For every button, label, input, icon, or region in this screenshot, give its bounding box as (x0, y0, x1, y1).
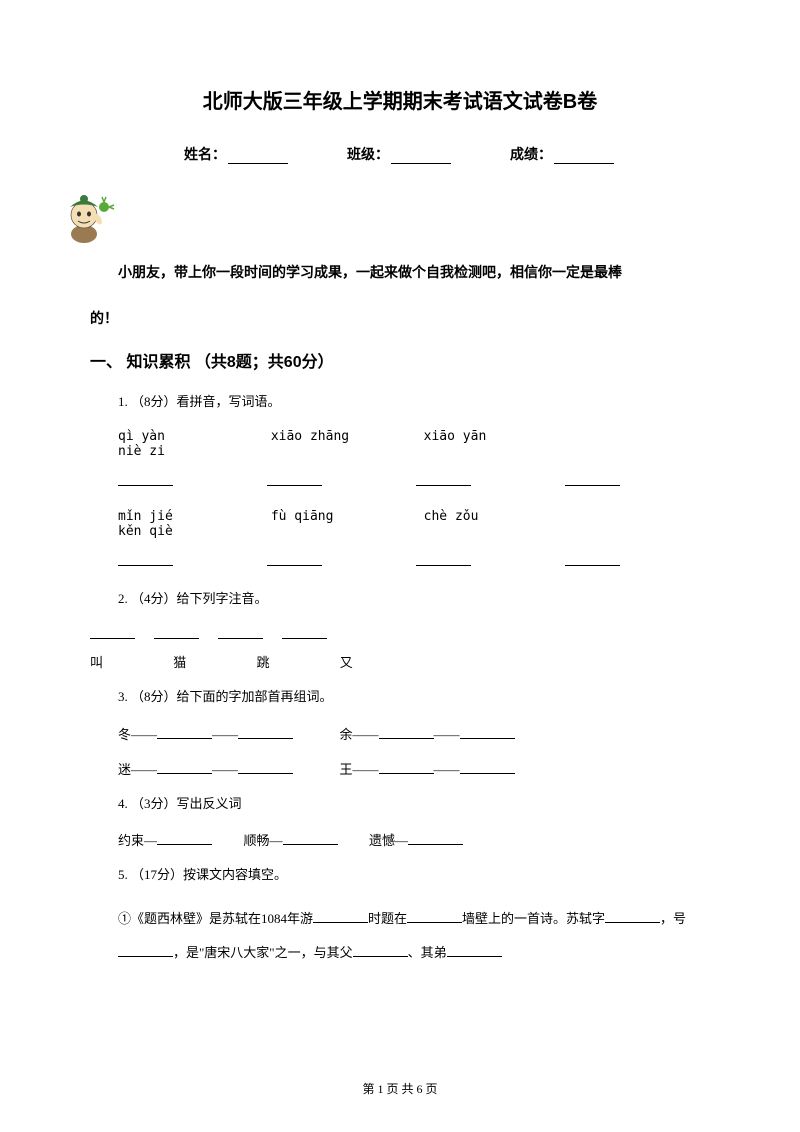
pinyin-8: kěn qiè (118, 524, 263, 539)
answer-blank[interactable] (565, 473, 620, 486)
answer-blank[interactable] (407, 910, 462, 923)
answer-blank[interactable] (282, 626, 327, 639)
answer-blank[interactable] (267, 553, 322, 566)
answer-blank[interactable] (416, 553, 471, 566)
answer-blank[interactable] (408, 832, 463, 845)
answer-blank[interactable] (218, 626, 263, 639)
class-label: 班级： (347, 148, 389, 163)
question-2: 2. （4分）给下列字注音。 (118, 589, 710, 610)
answer-blank[interactable] (416, 473, 471, 486)
answer-blank[interactable] (353, 944, 408, 957)
answer-blank[interactable] (157, 761, 212, 774)
question-5: 5. （17分）按课文内容填空。 (118, 865, 710, 886)
class-blank[interactable] (391, 150, 451, 164)
char-4: 又 (340, 652, 420, 671)
q3-char-b: 余—— (340, 727, 379, 742)
answer-blank[interactable] (238, 761, 293, 774)
pinyin-6: fù qiāng (271, 509, 416, 524)
q5-fill-text: ①《题西林壁》是苏轼在1084年游 时题在 墙壁上的一首诗。苏轼字 ，号 ，是"唐宋八大… (118, 902, 710, 970)
answer-blank[interactable] (379, 761, 434, 774)
answer-blank[interactable] (157, 832, 212, 845)
page-footer: 第 1 页 共 6 页 (0, 1080, 800, 1097)
answer-blank[interactable] (118, 944, 173, 957)
answer-blank[interactable] (313, 910, 368, 923)
q3-char-a: 冬—— (118, 727, 157, 742)
antonym-2: 顺畅— (244, 833, 283, 848)
section-heading: 一、 知识累积 （共8题；共60分） (90, 348, 710, 372)
q5-text-4: ，号 (660, 911, 686, 926)
blank-row-1 (118, 473, 710, 491)
q3-char-d: 王—— (340, 762, 379, 777)
antonym-1: 约束— (118, 833, 157, 848)
score-label: 成绩： (510, 148, 552, 163)
blank-row-2 (118, 553, 710, 571)
answer-blank[interactable] (154, 626, 199, 639)
pinyin-1: qì yàn (118, 429, 263, 444)
name-blank[interactable] (228, 150, 288, 164)
answer-blank[interactable] (605, 910, 660, 923)
score-blank[interactable] (554, 150, 614, 164)
answer-blank[interactable] (460, 761, 515, 774)
char-1: 叫 (90, 652, 170, 671)
pinyin-row-2: mǐn jié fù qiāng chè zǒu kěn qiè (118, 509, 710, 539)
q5-text-5: ，是"唐宋八大家"之一，与其父 (173, 945, 353, 960)
q2-blank-row (90, 626, 710, 644)
intro-text: 小朋友，带上你一段时间的学习成果，一起来做个自我检测吧，相信你一定是最棒 的！ (90, 254, 710, 328)
mascot-icon (60, 189, 710, 249)
answer-blank[interactable] (118, 473, 173, 486)
student-info-row: 姓名： 班级： 成绩： (90, 144, 710, 164)
q5-text-2: 时题在 (368, 911, 407, 926)
answer-blank[interactable] (447, 944, 502, 957)
answer-blank[interactable] (460, 726, 515, 739)
pinyin-2: xiāo zhāng (271, 429, 416, 444)
char-2: 猫 (173, 652, 253, 671)
answer-blank[interactable] (565, 553, 620, 566)
pinyin-3: xiāo yān (424, 429, 569, 444)
char-3: 跳 (257, 652, 337, 671)
pinyin-7: chè zǒu (424, 509, 569, 524)
q5-text-6: 、其弟 (408, 945, 447, 960)
q2-char-row: 叫 猫 跳 又 (90, 652, 710, 671)
pinyin-5: mǐn jié (118, 509, 263, 524)
answer-blank[interactable] (267, 473, 322, 486)
q3-char-c: 迷—— (118, 762, 157, 777)
question-3: 3. （8分）给下面的字加部首再组词。 (118, 687, 710, 708)
answer-blank[interactable] (379, 726, 434, 739)
answer-blank[interactable] (90, 626, 135, 639)
name-label: 姓名： (184, 148, 226, 163)
q5-text-3: 墙壁上的一首诗。苏轼字 (462, 911, 605, 926)
q5-text-1: ①《题西林壁》是苏轼在1084年游 (118, 911, 313, 926)
antonym-3: 遗憾— (369, 833, 408, 848)
intro-line2: 的！ (90, 308, 710, 328)
pinyin-4: niè zi (118, 444, 263, 459)
answer-blank[interactable] (238, 726, 293, 739)
q4-row: 约束— 顺畅— 遗憾— (118, 830, 710, 849)
q3-row-2: 迷———— 王———— (118, 759, 710, 778)
pinyin-row-1: qì yàn xiāo zhāng xiāo yān niè zi (118, 429, 710, 459)
answer-blank[interactable] (118, 553, 173, 566)
answer-blank[interactable] (157, 726, 212, 739)
answer-blank[interactable] (283, 832, 338, 845)
question-4: 4. （3分）写出反义词 (118, 794, 710, 815)
intro-line1: 小朋友，带上你一段时间的学习成果，一起来做个自我检测吧，相信你一定是最棒 (90, 254, 710, 293)
q3-row-1: 冬———— 余———— (118, 724, 710, 743)
page-title: 北师大版三年级上学期期末考试语文试卷B卷 (90, 85, 710, 114)
question-1: 1. （8分）看拼音，写词语。 (118, 392, 710, 413)
